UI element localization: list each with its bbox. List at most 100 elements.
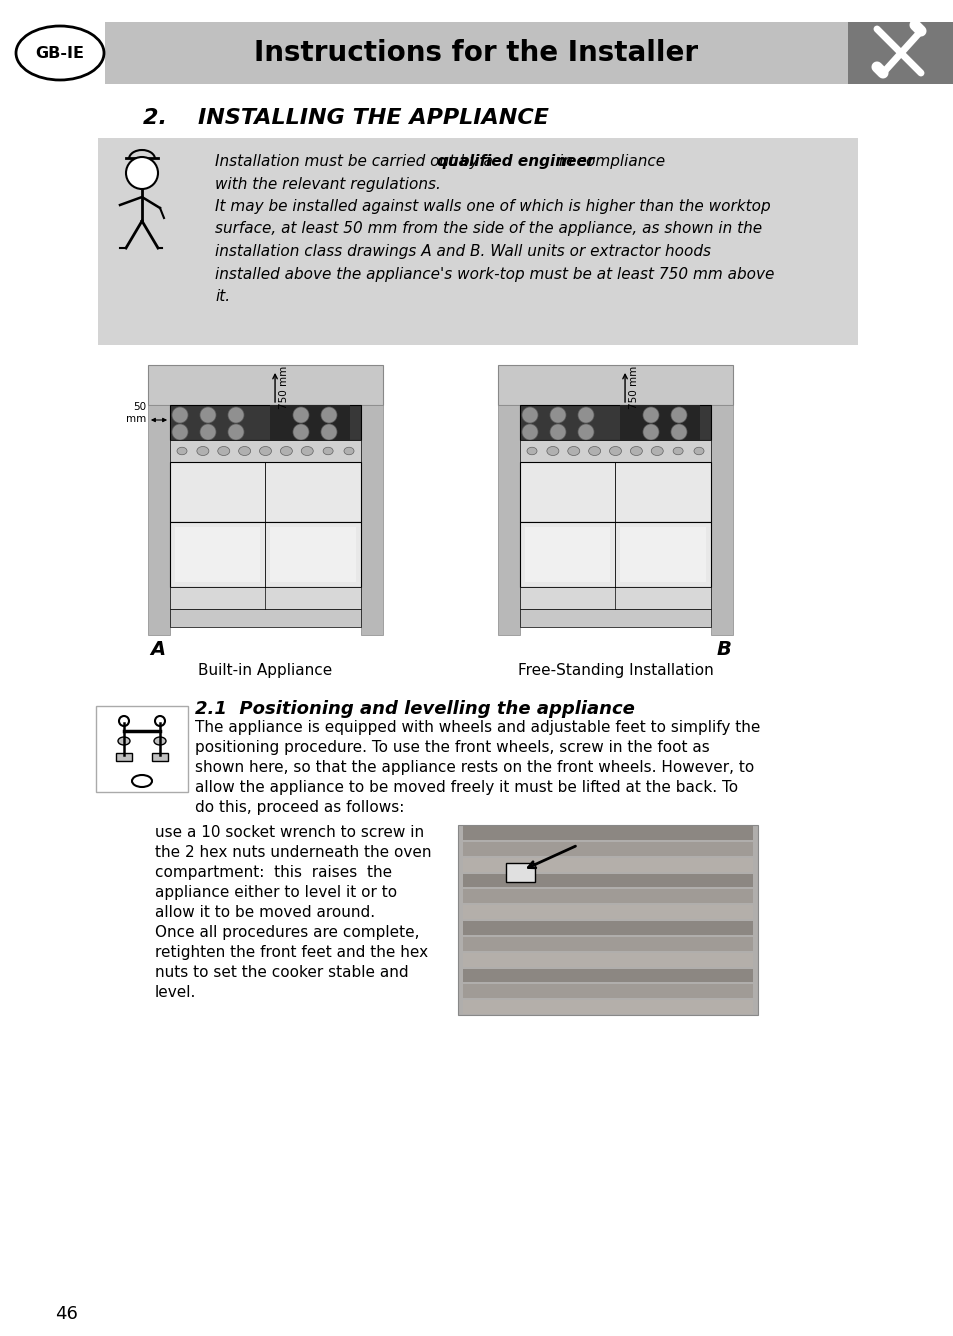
Ellipse shape <box>651 446 662 456</box>
FancyBboxPatch shape <box>462 842 752 855</box>
Ellipse shape <box>196 446 209 456</box>
FancyBboxPatch shape <box>462 1001 752 1014</box>
Text: 46: 46 <box>55 1305 78 1323</box>
Text: compartment:  this  raises  the: compartment: this raises the <box>154 864 392 880</box>
Text: level.: level. <box>154 985 196 1001</box>
Ellipse shape <box>526 448 537 454</box>
FancyBboxPatch shape <box>619 405 700 440</box>
Circle shape <box>228 407 244 424</box>
Text: do this, proceed as follows:: do this, proceed as follows: <box>194 800 404 815</box>
FancyBboxPatch shape <box>98 138 857 345</box>
Text: the 2 hex nuts underneath the oven: the 2 hex nuts underneath the oven <box>154 844 431 860</box>
Ellipse shape <box>323 448 333 454</box>
Text: surface, at least 50 mm from the side of the appliance, as shown in the: surface, at least 50 mm from the side of… <box>214 222 761 236</box>
Ellipse shape <box>280 446 292 456</box>
Ellipse shape <box>588 446 600 456</box>
Text: retighten the front feet and the hex: retighten the front feet and the hex <box>154 945 428 961</box>
FancyBboxPatch shape <box>116 754 132 762</box>
Circle shape <box>521 407 537 424</box>
Ellipse shape <box>630 446 641 456</box>
FancyBboxPatch shape <box>462 985 752 998</box>
Ellipse shape <box>153 737 166 745</box>
Circle shape <box>126 158 158 188</box>
FancyBboxPatch shape <box>457 826 758 1015</box>
Circle shape <box>642 407 659 424</box>
FancyBboxPatch shape <box>462 969 752 982</box>
Ellipse shape <box>546 446 558 456</box>
FancyBboxPatch shape <box>462 858 752 871</box>
Text: installation class drawings A and B. Wall units or extractor hoods: installation class drawings A and B. Wal… <box>214 244 710 259</box>
Circle shape <box>200 407 215 424</box>
Text: in compliance: in compliance <box>554 154 665 168</box>
Circle shape <box>521 424 537 440</box>
Circle shape <box>670 424 686 440</box>
Ellipse shape <box>217 446 230 456</box>
FancyBboxPatch shape <box>497 405 519 635</box>
Text: Instructions for the Installer: Instructions for the Installer <box>254 39 698 67</box>
Ellipse shape <box>609 446 620 456</box>
Text: installed above the appliance's work-top must be at least 750 mm above: installed above the appliance's work-top… <box>214 266 774 282</box>
FancyBboxPatch shape <box>619 526 705 582</box>
Circle shape <box>550 424 565 440</box>
Circle shape <box>578 407 594 424</box>
Circle shape <box>119 716 129 725</box>
Circle shape <box>293 407 309 424</box>
FancyBboxPatch shape <box>710 405 732 635</box>
Ellipse shape <box>16 25 104 80</box>
Text: shown here, so that the appliance rests on the front wheels. However, to: shown here, so that the appliance rests … <box>194 760 754 775</box>
FancyBboxPatch shape <box>519 440 710 462</box>
FancyBboxPatch shape <box>462 953 752 966</box>
FancyBboxPatch shape <box>497 365 732 405</box>
Text: It may be installed against walls one of which is higher than the worktop: It may be installed against walls one of… <box>214 199 770 214</box>
Text: use a 10 socket wrench to screw in: use a 10 socket wrench to screw in <box>154 826 424 840</box>
Ellipse shape <box>259 446 272 456</box>
Text: nuts to set the cooker stable and: nuts to set the cooker stable and <box>154 965 408 981</box>
FancyBboxPatch shape <box>462 921 752 935</box>
Circle shape <box>200 424 215 440</box>
Text: GB-IE: GB-IE <box>35 45 85 60</box>
Ellipse shape <box>301 446 313 456</box>
Text: B: B <box>716 640 730 659</box>
Text: Built-in Appliance: Built-in Appliance <box>198 663 333 677</box>
FancyBboxPatch shape <box>170 587 360 609</box>
FancyBboxPatch shape <box>174 526 260 582</box>
FancyBboxPatch shape <box>519 609 710 627</box>
Text: 50
mm: 50 mm <box>126 402 146 424</box>
Circle shape <box>320 407 336 424</box>
Text: Installation must be carried out by a: Installation must be carried out by a <box>214 154 497 168</box>
FancyBboxPatch shape <box>519 462 710 522</box>
FancyBboxPatch shape <box>519 587 710 609</box>
Text: Once all procedures are complete,: Once all procedures are complete, <box>154 925 419 941</box>
Text: allow the appliance to be moved freely it must be lifted at the back. To: allow the appliance to be moved freely i… <box>194 780 738 795</box>
FancyBboxPatch shape <box>170 405 360 440</box>
FancyBboxPatch shape <box>462 906 752 919</box>
FancyBboxPatch shape <box>170 462 360 522</box>
Circle shape <box>578 424 594 440</box>
FancyBboxPatch shape <box>462 937 752 951</box>
Text: The appliance is equipped with wheels and adjustable feet to simplify the: The appliance is equipped with wheels an… <box>194 720 760 735</box>
Text: allow it to be moved around.: allow it to be moved around. <box>154 904 375 921</box>
Ellipse shape <box>673 448 682 454</box>
Ellipse shape <box>132 775 152 787</box>
Text: qualified engineer: qualified engineer <box>436 154 594 168</box>
Text: 750 mm: 750 mm <box>628 366 639 409</box>
Text: 2.    INSTALLING THE APPLIANCE: 2. INSTALLING THE APPLIANCE <box>143 108 548 128</box>
FancyBboxPatch shape <box>170 440 360 462</box>
Text: it.: it. <box>214 289 230 305</box>
FancyBboxPatch shape <box>462 874 752 887</box>
Text: 750 mm: 750 mm <box>279 366 289 409</box>
FancyBboxPatch shape <box>270 405 350 440</box>
Ellipse shape <box>567 446 579 456</box>
FancyBboxPatch shape <box>148 365 382 405</box>
Text: 2.1  Positioning and levelling the appliance: 2.1 Positioning and levelling the applia… <box>194 700 634 717</box>
FancyBboxPatch shape <box>519 522 710 587</box>
FancyBboxPatch shape <box>148 405 170 635</box>
Circle shape <box>320 424 336 440</box>
Text: positioning procedure. To use the front wheels, screw in the foot as: positioning procedure. To use the front … <box>194 740 709 755</box>
Circle shape <box>550 407 565 424</box>
Text: A: A <box>150 640 165 659</box>
FancyBboxPatch shape <box>360 405 382 635</box>
FancyBboxPatch shape <box>462 826 752 840</box>
FancyBboxPatch shape <box>847 21 953 84</box>
Circle shape <box>228 424 244 440</box>
